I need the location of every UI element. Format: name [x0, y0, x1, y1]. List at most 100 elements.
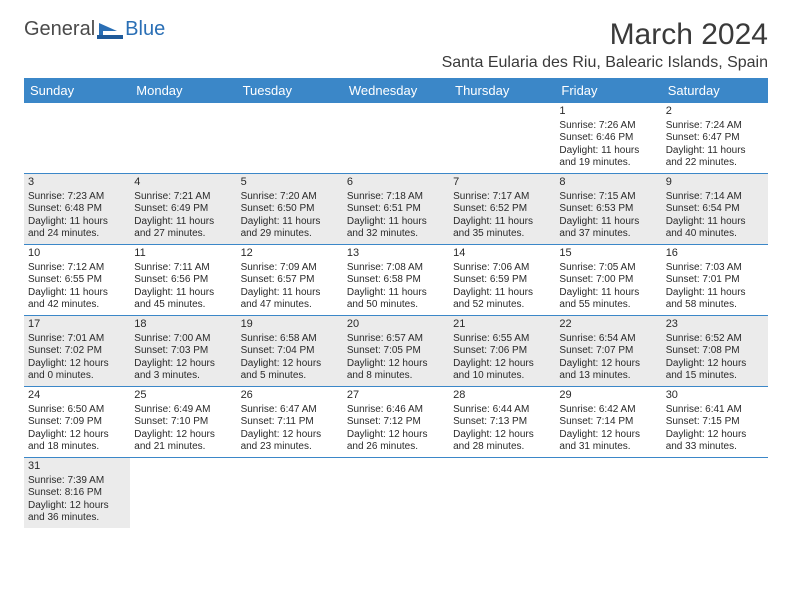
cell-sunrise: Sunrise: 7:05 AM — [559, 262, 657, 275]
cell-daylight2: and 35 minutes. — [453, 228, 551, 241]
day-number: 22 — [559, 318, 657, 332]
calendar-cell-empty — [662, 458, 768, 528]
calendar-cell: 17Sunrise: 7:01 AMSunset: 7:02 PMDayligh… — [24, 316, 130, 386]
cell-sunset: Sunset: 7:14 PM — [559, 416, 657, 429]
calendar-cell-empty — [24, 103, 130, 173]
cell-sunset: Sunset: 7:15 PM — [666, 416, 764, 429]
cell-sunset: Sunset: 7:05 PM — [347, 345, 445, 358]
cell-sunrise: Sunrise: 7:08 AM — [347, 262, 445, 275]
day-number: 8 — [559, 176, 657, 190]
day-number: 6 — [347, 176, 445, 190]
cell-daylight2: and 45 minutes. — [134, 299, 232, 312]
calendar-cell: 10Sunrise: 7:12 AMSunset: 6:55 PMDayligh… — [24, 245, 130, 315]
calendar-cell-empty — [237, 458, 343, 528]
cell-daylight1: Daylight: 12 hours — [28, 358, 126, 371]
day-number: 19 — [241, 318, 339, 332]
calendar-cell: 28Sunrise: 6:44 AMSunset: 7:13 PMDayligh… — [449, 387, 555, 457]
calendar-cell: 1Sunrise: 7:26 AMSunset: 6:46 PMDaylight… — [555, 103, 661, 173]
cell-daylight2: and 3 minutes. — [134, 370, 232, 383]
calendar-week: 3Sunrise: 7:23 AMSunset: 6:48 PMDaylight… — [24, 174, 768, 245]
calendar-cell-empty — [343, 458, 449, 528]
cell-daylight1: Daylight: 12 hours — [559, 358, 657, 371]
cell-sunrise: Sunrise: 7:26 AM — [559, 120, 657, 133]
cell-daylight1: Daylight: 11 hours — [347, 287, 445, 300]
cell-sunset: Sunset: 7:10 PM — [134, 416, 232, 429]
day-number: 13 — [347, 247, 445, 261]
cell-daylight1: Daylight: 12 hours — [453, 358, 551, 371]
cell-sunset: Sunset: 7:08 PM — [666, 345, 764, 358]
page-header: General Blue March 2024 Santa Eularia de… — [24, 18, 768, 72]
calendar-cell: 2Sunrise: 7:24 AMSunset: 6:47 PMDaylight… — [662, 103, 768, 173]
cell-sunrise: Sunrise: 7:12 AM — [28, 262, 126, 275]
cell-daylight1: Daylight: 11 hours — [666, 145, 764, 158]
cell-sunrise: Sunrise: 6:57 AM — [347, 333, 445, 346]
cell-daylight2: and 29 minutes. — [241, 228, 339, 241]
calendar-cell: 22Sunrise: 6:54 AMSunset: 7:07 PMDayligh… — [555, 316, 661, 386]
day-number: 18 — [134, 318, 232, 332]
cell-sunset: Sunset: 6:48 PM — [28, 203, 126, 216]
logo-text-right: Blue — [125, 18, 165, 41]
day-number: 16 — [666, 247, 764, 261]
day-number: 9 — [666, 176, 764, 190]
cell-sunset: Sunset: 6:52 PM — [453, 203, 551, 216]
cell-sunrise: Sunrise: 6:41 AM — [666, 404, 764, 417]
calendar-cell: 24Sunrise: 6:50 AMSunset: 7:09 PMDayligh… — [24, 387, 130, 457]
cell-sunrise: Sunrise: 7:01 AM — [28, 333, 126, 346]
cell-sunset: Sunset: 7:12 PM — [347, 416, 445, 429]
cell-daylight1: Daylight: 12 hours — [559, 429, 657, 442]
day-number: 31 — [28, 460, 126, 474]
calendar-week: 24Sunrise: 6:50 AMSunset: 7:09 PMDayligh… — [24, 387, 768, 458]
day-number: 20 — [347, 318, 445, 332]
day-header: Tuesday — [237, 78, 343, 103]
cell-daylight1: Daylight: 12 hours — [347, 358, 445, 371]
day-header: Friday — [555, 78, 661, 103]
cell-sunset: Sunset: 6:54 PM — [666, 203, 764, 216]
calendar-cell: 25Sunrise: 6:49 AMSunset: 7:10 PMDayligh… — [130, 387, 236, 457]
calendar-cell-empty — [555, 458, 661, 528]
day-header: Wednesday — [343, 78, 449, 103]
cell-sunset: Sunset: 7:03 PM — [134, 345, 232, 358]
calendar-cell: 26Sunrise: 6:47 AMSunset: 7:11 PMDayligh… — [237, 387, 343, 457]
calendar-week: 31Sunrise: 7:39 AMSunset: 8:16 PMDayligh… — [24, 458, 768, 528]
cell-sunrise: Sunrise: 7:09 AM — [241, 262, 339, 275]
cell-sunrise: Sunrise: 7:11 AM — [134, 262, 232, 275]
cell-daylight1: Daylight: 11 hours — [28, 287, 126, 300]
cell-daylight2: and 26 minutes. — [347, 441, 445, 454]
cell-sunrise: Sunrise: 7:18 AM — [347, 191, 445, 204]
day-number: 23 — [666, 318, 764, 332]
day-number: 12 — [241, 247, 339, 261]
day-header: Saturday — [662, 78, 768, 103]
cell-daylight2: and 32 minutes. — [347, 228, 445, 241]
day-number: 24 — [28, 389, 126, 403]
cell-sunset: Sunset: 7:11 PM — [241, 416, 339, 429]
cell-sunrise: Sunrise: 7:17 AM — [453, 191, 551, 204]
calendar-cell-empty — [130, 103, 236, 173]
day-number: 27 — [347, 389, 445, 403]
calendar-cell: 19Sunrise: 6:58 AMSunset: 7:04 PMDayligh… — [237, 316, 343, 386]
cell-daylight1: Daylight: 11 hours — [241, 216, 339, 229]
cell-sunset: Sunset: 6:49 PM — [134, 203, 232, 216]
calendar-cell: 21Sunrise: 6:55 AMSunset: 7:06 PMDayligh… — [449, 316, 555, 386]
cell-sunrise: Sunrise: 7:14 AM — [666, 191, 764, 204]
calendar-cell-empty — [449, 458, 555, 528]
logo-text-left: General — [24, 18, 95, 41]
cell-daylight1: Daylight: 11 hours — [241, 287, 339, 300]
cell-daylight2: and 23 minutes. — [241, 441, 339, 454]
day-number: 3 — [28, 176, 126, 190]
cell-daylight2: and 33 minutes. — [666, 441, 764, 454]
cell-daylight1: Daylight: 11 hours — [666, 287, 764, 300]
cell-daylight1: Daylight: 11 hours — [134, 216, 232, 229]
cell-sunset: Sunset: 8:16 PM — [28, 487, 126, 500]
day-number: 1 — [559, 105, 657, 119]
day-header: Thursday — [449, 78, 555, 103]
day-number: 21 — [453, 318, 551, 332]
cell-sunrise: Sunrise: 7:20 AM — [241, 191, 339, 204]
calendar-cell: 6Sunrise: 7:18 AMSunset: 6:51 PMDaylight… — [343, 174, 449, 244]
day-number: 28 — [453, 389, 551, 403]
cell-sunset: Sunset: 7:01 PM — [666, 274, 764, 287]
day-number: 7 — [453, 176, 551, 190]
title-block: March 2024 Santa Eularia des Riu, Balear… — [442, 18, 768, 72]
calendar-cell: 27Sunrise: 6:46 AMSunset: 7:12 PMDayligh… — [343, 387, 449, 457]
cell-daylight2: and 36 minutes. — [28, 512, 126, 525]
calendar-cell: 9Sunrise: 7:14 AMSunset: 6:54 PMDaylight… — [662, 174, 768, 244]
